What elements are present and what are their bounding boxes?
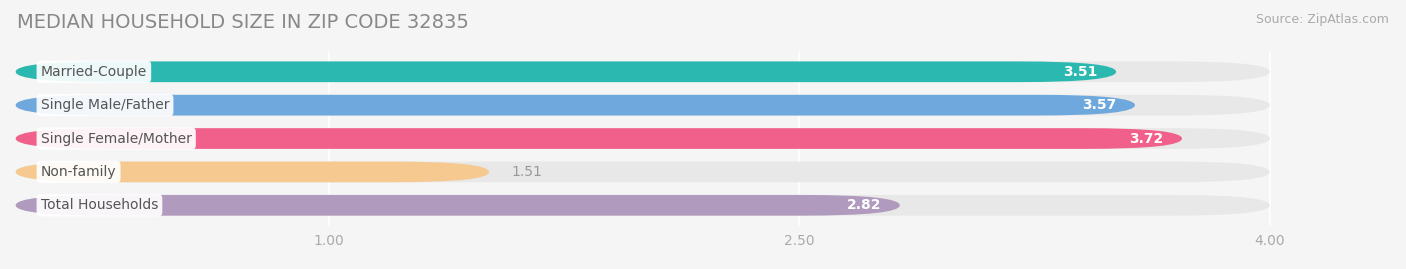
FancyBboxPatch shape — [15, 128, 1270, 149]
Text: 1.51: 1.51 — [510, 165, 541, 179]
Text: 2.82: 2.82 — [846, 198, 882, 212]
Text: Total Households: Total Households — [41, 198, 157, 212]
Text: MEDIAN HOUSEHOLD SIZE IN ZIP CODE 32835: MEDIAN HOUSEHOLD SIZE IN ZIP CODE 32835 — [17, 13, 468, 33]
Text: Source: ZipAtlas.com: Source: ZipAtlas.com — [1256, 13, 1389, 26]
FancyBboxPatch shape — [15, 61, 1116, 82]
Text: 3.51: 3.51 — [1063, 65, 1097, 79]
Text: Single Female/Mother: Single Female/Mother — [41, 132, 191, 146]
Text: Married-Couple: Married-Couple — [41, 65, 148, 79]
FancyBboxPatch shape — [15, 195, 1270, 216]
Text: Non-family: Non-family — [41, 165, 117, 179]
FancyBboxPatch shape — [15, 95, 1135, 115]
FancyBboxPatch shape — [15, 128, 1182, 149]
Text: 3.72: 3.72 — [1129, 132, 1163, 146]
FancyBboxPatch shape — [15, 95, 1270, 115]
FancyBboxPatch shape — [15, 162, 489, 182]
FancyBboxPatch shape — [15, 162, 1270, 182]
FancyBboxPatch shape — [15, 61, 1270, 82]
FancyBboxPatch shape — [15, 195, 900, 216]
Text: Single Male/Father: Single Male/Father — [41, 98, 169, 112]
Text: 3.57: 3.57 — [1081, 98, 1116, 112]
